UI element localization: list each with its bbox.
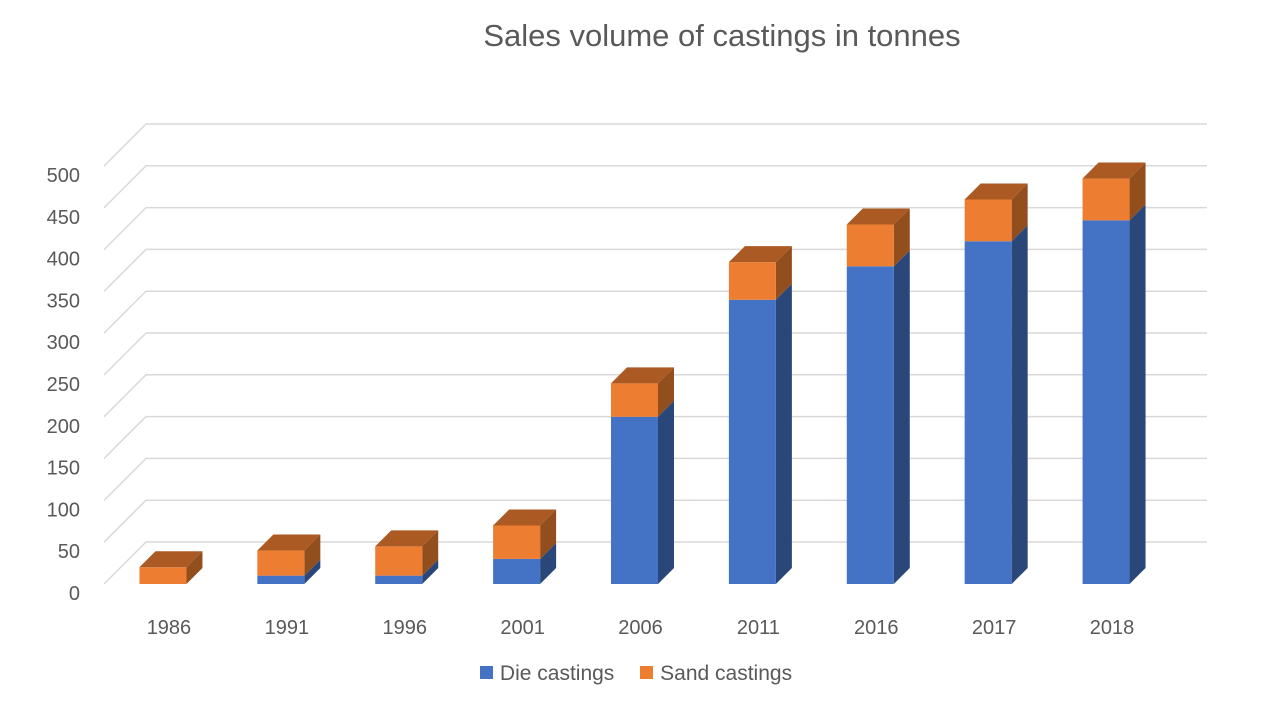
chart-title: Sales volume of castings in tonnes (483, 18, 961, 53)
x-tick-2018: 2018 (1090, 617, 1135, 639)
bar-sand-castings-2017 (964, 199, 1012, 242)
bar-die-castings-1991 (257, 575, 305, 584)
bar-side-die-castings-2006 (658, 400, 674, 584)
x-tick-1991: 1991 (265, 617, 310, 639)
y-tick-250: 250 (47, 374, 80, 396)
bar-sand-castings-2011 (728, 262, 776, 300)
bar-top-sand-castings-1986 (139, 551, 203, 568)
legend-swatch-die-castings (479, 666, 493, 679)
bar-die-castings-2006 (611, 416, 658, 584)
legend: Die castings Sand castings (0, 662, 1264, 686)
bar-sand-castings-2018 (1082, 178, 1130, 221)
bar-sand-castings-1986 (139, 567, 187, 584)
bar-group-2001 (493, 509, 557, 584)
bar-side-sand-castings-2001 (540, 509, 557, 559)
bar-sand-castings-1991 (257, 550, 305, 576)
bar-side-die-castings-2018 (1129, 204, 1146, 584)
y-axis-ticks: 0 50 100 150 200 250 300 350 400 450 500 (47, 165, 80, 605)
bar-die-castings-2011 (728, 299, 776, 584)
y-tick-0: 0 (69, 583, 80, 605)
bar-side-sand-castings-2016 (893, 208, 910, 267)
bar-die-castings-2017 (964, 241, 1012, 585)
bar-die-castings-2001 (493, 558, 541, 584)
bar-group-2011 (728, 246, 792, 584)
y-tick-50: 50 (58, 541, 80, 563)
y-tick-450: 450 (47, 207, 80, 229)
legend-label-sand-castings: Sand castings (660, 662, 793, 685)
bar-side-die-castings-2001 (540, 542, 557, 584)
bar-sand-castings-2016 (846, 224, 894, 267)
bar-sand-castings-1996 (375, 546, 423, 576)
legend-swatch-sand-castings (640, 666, 654, 679)
bar-group-2016 (846, 208, 910, 584)
x-axis-ticks: 1986 1991 1996 2001 2006 2011 2016 2017 2018 (147, 617, 1135, 639)
legend-item-sand-castings: Sand castings (640, 662, 792, 686)
bar-top-sand-castings-2006 (611, 367, 674, 384)
x-tick-2016: 2016 (854, 617, 899, 639)
x-tick-2011: 2011 (737, 617, 780, 639)
legend-item-die-castings: Die castings (479, 662, 615, 686)
gridline-300 (103, 290, 1207, 334)
bar-top-sand-castings-1996 (375, 530, 439, 547)
x-tick-1986: 1986 (147, 617, 192, 639)
y-tick-150: 150 (47, 458, 80, 480)
bar-side-die-castings-2016 (893, 250, 910, 584)
bar-side-sand-castings-1991 (304, 534, 321, 576)
bar-top-sand-castings-2016 (846, 208, 910, 225)
bar-top-sand-castings-2018 (1082, 162, 1146, 179)
bar-top-sand-castings-2011 (728, 246, 792, 263)
x-tick-1996: 1996 (382, 617, 427, 639)
bar-side-die-castings-2017 (1011, 225, 1028, 585)
bar-top-sand-castings-2017 (964, 183, 1028, 200)
y-tick-500: 500 (47, 165, 80, 187)
bar-group-2018 (1082, 162, 1146, 584)
bar-side-sand-castings-2018 (1129, 162, 1146, 221)
bar-side-die-castings-2011 (775, 283, 792, 584)
bar-side-sand-castings-1996 (422, 530, 439, 576)
y-tick-300: 300 (47, 332, 80, 354)
bar-side-sand-castings-2017 (1011, 183, 1028, 242)
x-tick-2017: 2017 (972, 617, 1017, 639)
bar-top-sand-castings-1991 (257, 534, 321, 551)
gridline-350 (103, 248, 1207, 292)
bar-side-die-castings-1991 (304, 559, 321, 584)
y-tick-350: 350 (47, 290, 80, 312)
bars (139, 162, 1146, 585)
bar-group-1996 (375, 530, 439, 584)
bar-group-2006 (611, 367, 674, 584)
bar-sand-castings-2006 (611, 383, 658, 417)
bar-die-castings-2016 (846, 266, 894, 584)
bar-top-sand-castings-2001 (493, 509, 557, 526)
bar-group-1991 (257, 534, 321, 584)
y-tick-400: 400 (47, 249, 80, 271)
x-tick-2006: 2006 (618, 617, 663, 639)
bar-group-1986 (139, 551, 203, 584)
y-tick-100: 100 (47, 499, 80, 521)
y-tick-200: 200 (47, 416, 80, 438)
gridlines (103, 123, 1207, 585)
bar-die-castings-2018 (1082, 220, 1130, 584)
x-tick-2001: 2001 (500, 617, 545, 639)
legend-label-die-castings: Die castings (499, 662, 615, 685)
gridline-450 (103, 165, 1207, 209)
gridline-500 (103, 123, 1207, 167)
bar-side-die-castings-1996 (422, 559, 439, 584)
bar-die-castings-1996 (375, 575, 423, 584)
gridline-400 (103, 206, 1207, 251)
bar-side-sand-castings-1986 (186, 551, 203, 584)
bar-side-sand-castings-2006 (658, 367, 674, 417)
bar-side-sand-castings-2011 (775, 246, 792, 300)
bar-group-2017 (964, 183, 1028, 585)
bar-sand-castings-2001 (493, 525, 541, 559)
